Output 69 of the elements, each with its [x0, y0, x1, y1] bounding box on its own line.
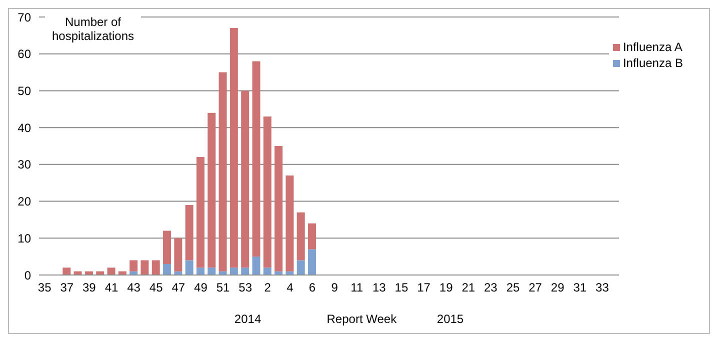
x-tick-label: 6 [308, 280, 316, 295]
bar [230, 28, 238, 268]
x-tick-label: 2 [264, 280, 272, 295]
bar [208, 112, 216, 268]
x-tick-label: 9 [331, 280, 338, 295]
bar [241, 268, 250, 275]
y-tick-label: 30 [18, 158, 32, 172]
x-tick-label: 27 [528, 280, 542, 295]
x-tick-label: 47 [172, 280, 186, 295]
bar [230, 268, 238, 275]
y-tick-label: 50 [18, 84, 32, 98]
bar [274, 146, 283, 272]
bar [263, 268, 272, 275]
bar [130, 260, 138, 272]
x-tick-label: 19 [439, 280, 454, 295]
y-tick-label: 10 [18, 231, 32, 246]
bar [196, 268, 204, 275]
x-tick-label: 29 [550, 280, 565, 295]
bar [296, 212, 305, 260]
bar [218, 72, 227, 272]
x-tick-label: 53 [238, 280, 252, 295]
x-tick-label: 33 [596, 280, 610, 295]
bar [308, 249, 316, 275]
x-tick-label: 31 [573, 280, 587, 295]
x-tick-label: 37 [60, 280, 74, 295]
legend-label: Influenza B [622, 55, 683, 71]
x-tick-label: 17 [417, 280, 431, 295]
x-tick-label: 35 [38, 280, 52, 295]
y-tick-label: 0 [24, 268, 32, 282]
x-tick-label: 51 [216, 280, 230, 295]
bar [152, 260, 160, 275]
bar [163, 230, 172, 264]
text: 2015 [436, 312, 464, 326]
x-tick-label: 41 [104, 280, 118, 295]
bar [263, 116, 272, 268]
bar [163, 264, 172, 275]
bar [308, 223, 316, 250]
x-tick-label: 45 [149, 280, 164, 295]
x-axis-title: Report Week [326, 312, 397, 326]
x-tick-label: 39 [82, 280, 96, 295]
y-tick-label: 40 [18, 120, 32, 135]
x-tick-label: 13 [372, 280, 386, 295]
bar [140, 260, 149, 275]
y-axis-title: Number of hospitalizations [45, 15, 141, 43]
x-tick-label: 43 [127, 280, 141, 295]
x-tick-label: 15 [394, 280, 408, 295]
y-tick-label: 60 [18, 47, 32, 62]
bar [107, 268, 116, 275]
x-tick-label: 23 [484, 280, 498, 295]
bar [185, 204, 194, 260]
bar [174, 238, 182, 272]
x-tick-label: 21 [462, 280, 476, 295]
bar [286, 175, 294, 272]
x-tick-label: 11 [350, 280, 364, 295]
bar [296, 260, 305, 275]
x-tick-label: 25 [506, 280, 520, 295]
bar [208, 268, 216, 275]
x-tick-label: 4 [286, 280, 294, 295]
text: 2014 [234, 312, 262, 326]
bar [252, 61, 260, 257]
bar [252, 256, 260, 275]
bar [196, 157, 204, 268]
y-tick-label: 20 [18, 194, 32, 209]
y-tick-label: 70 [18, 10, 32, 24]
x-tick-label: 49 [194, 280, 208, 295]
bar [241, 90, 250, 268]
bar [62, 268, 71, 275]
legend-label: Influenza A [622, 39, 682, 55]
bar [185, 260, 194, 275]
